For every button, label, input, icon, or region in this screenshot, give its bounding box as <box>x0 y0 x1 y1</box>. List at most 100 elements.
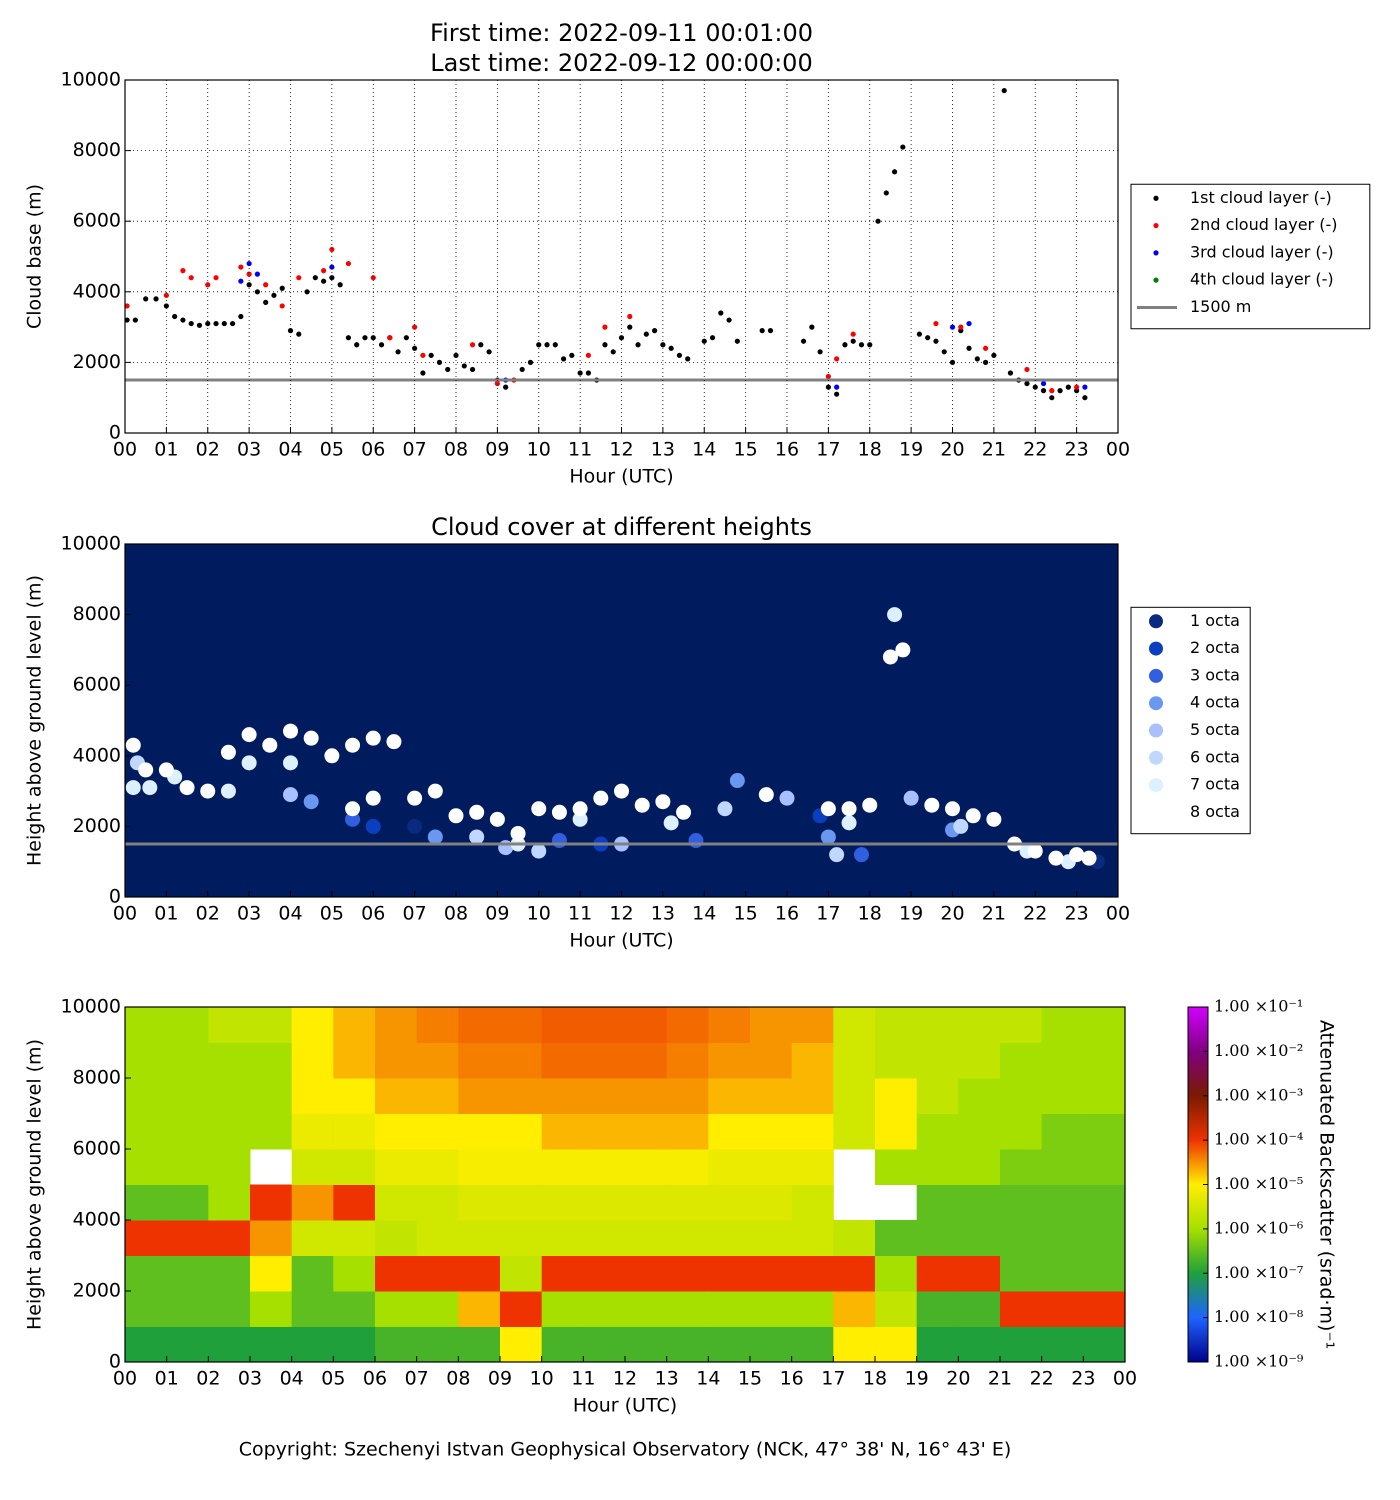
x-tick-label: 00 <box>1113 1368 1137 1390</box>
point <box>800 338 807 344</box>
legend-marker <box>1149 723 1163 738</box>
heatmap-cell <box>541 1255 584 1292</box>
heatmap-cell <box>375 1149 418 1185</box>
point <box>634 797 650 813</box>
y-tick-label: 0 <box>109 1351 121 1373</box>
heatmap-cell <box>916 1113 959 1150</box>
point <box>172 313 178 320</box>
x-tick-label: 03 <box>237 903 261 925</box>
heatmap-cell <box>333 1220 376 1256</box>
heatmap-cell <box>125 1184 168 1221</box>
point <box>1082 395 1088 401</box>
heatmap-cell <box>166 1149 209 1185</box>
point <box>200 783 216 799</box>
heatmap-cell <box>375 1042 418 1079</box>
x-tick-label: 00 <box>113 903 137 925</box>
heatmap-cell <box>1000 1255 1043 1292</box>
point <box>263 282 269 288</box>
colorbar-tick-label: 1.00 ×10⁻⁷ <box>1214 1263 1303 1282</box>
point <box>296 331 302 337</box>
heatmap-cell <box>1000 1007 1043 1043</box>
point <box>1040 388 1047 394</box>
heatmap-cell <box>1041 1078 1084 1114</box>
heatmap-cell <box>250 1007 293 1043</box>
heatmap-cell <box>958 1113 1001 1150</box>
heatmap-cell <box>708 1255 751 1292</box>
heatmap-cell <box>291 1184 334 1221</box>
x-tick-label: 21 <box>988 1368 1012 1390</box>
heatmap-cell <box>833 1078 876 1114</box>
point <box>842 342 848 348</box>
heatmap-cell <box>458 1113 501 1150</box>
point <box>180 268 186 274</box>
point <box>953 818 969 834</box>
point <box>531 801 547 817</box>
x-tick-label: 15 <box>738 1368 762 1390</box>
heatmap-cell <box>958 1149 1001 1185</box>
heatmap-cell <box>166 1007 209 1043</box>
heatmap-cell <box>458 1255 501 1292</box>
point <box>1065 384 1071 390</box>
x-tick-label: 10 <box>527 903 551 925</box>
point <box>345 811 361 827</box>
heatmap-cell <box>583 1042 626 1079</box>
point <box>966 345 972 351</box>
point <box>238 313 244 320</box>
heatmap-cell <box>958 1326 1001 1363</box>
y-tick-label: 10000 <box>61 69 121 91</box>
legend-label: 4 octa <box>1190 693 1240 712</box>
heatmap-cell <box>1041 1220 1084 1256</box>
heatmap-cell <box>291 1078 334 1114</box>
point <box>345 737 361 753</box>
point <box>986 811 1002 827</box>
point <box>153 296 159 302</box>
heatmap-cell <box>958 1078 1001 1114</box>
point <box>469 829 485 845</box>
heatmap-cell <box>875 1255 918 1292</box>
heatmap-cell <box>125 1113 168 1150</box>
heatmap-cell <box>750 1326 793 1363</box>
heatmap-cell <box>208 1255 251 1292</box>
point <box>510 825 526 841</box>
point <box>527 359 534 365</box>
legend-marker <box>1149 641 1163 656</box>
legend-label: 1500 m <box>1190 297 1251 316</box>
point <box>983 345 989 351</box>
x-tick-label: 23 <box>1065 439 1089 461</box>
point <box>1081 850 1097 866</box>
point <box>709 335 716 341</box>
heatmap-cell <box>958 1255 1001 1292</box>
heatmap-cell <box>875 1113 918 1150</box>
point <box>560 356 567 362</box>
heatmap-cell <box>1000 1149 1043 1185</box>
y-axis-label: Cloud base (m) <box>24 184 46 329</box>
point <box>263 299 269 305</box>
heatmap-cell <box>1041 1149 1084 1185</box>
point <box>779 790 795 806</box>
heatmap-cell <box>416 1042 459 1079</box>
heatmap-cell <box>291 1113 334 1150</box>
y-tick-label: 4000 <box>73 744 121 766</box>
heatmap-cell <box>625 1220 668 1256</box>
x-tick-label: 08 <box>446 1368 470 1390</box>
point <box>925 335 931 341</box>
point <box>1027 843 1043 859</box>
point <box>916 331 923 337</box>
point <box>900 144 906 150</box>
point <box>238 278 244 284</box>
point <box>829 847 845 863</box>
heatmap-cell <box>916 1220 959 1256</box>
colorbar-tick-label: 1.00 ×10⁻⁶ <box>1214 1218 1303 1237</box>
heatmap-cell <box>1041 1113 1084 1150</box>
point <box>362 335 368 341</box>
point <box>1048 850 1064 866</box>
heatmap-cell <box>208 1184 251 1221</box>
x-tick-label: 05 <box>321 1368 345 1390</box>
point <box>551 804 567 820</box>
point <box>717 801 733 817</box>
point <box>933 338 939 344</box>
legend-label: 6 octa <box>1190 747 1240 766</box>
point <box>1057 388 1063 394</box>
point <box>365 790 381 806</box>
